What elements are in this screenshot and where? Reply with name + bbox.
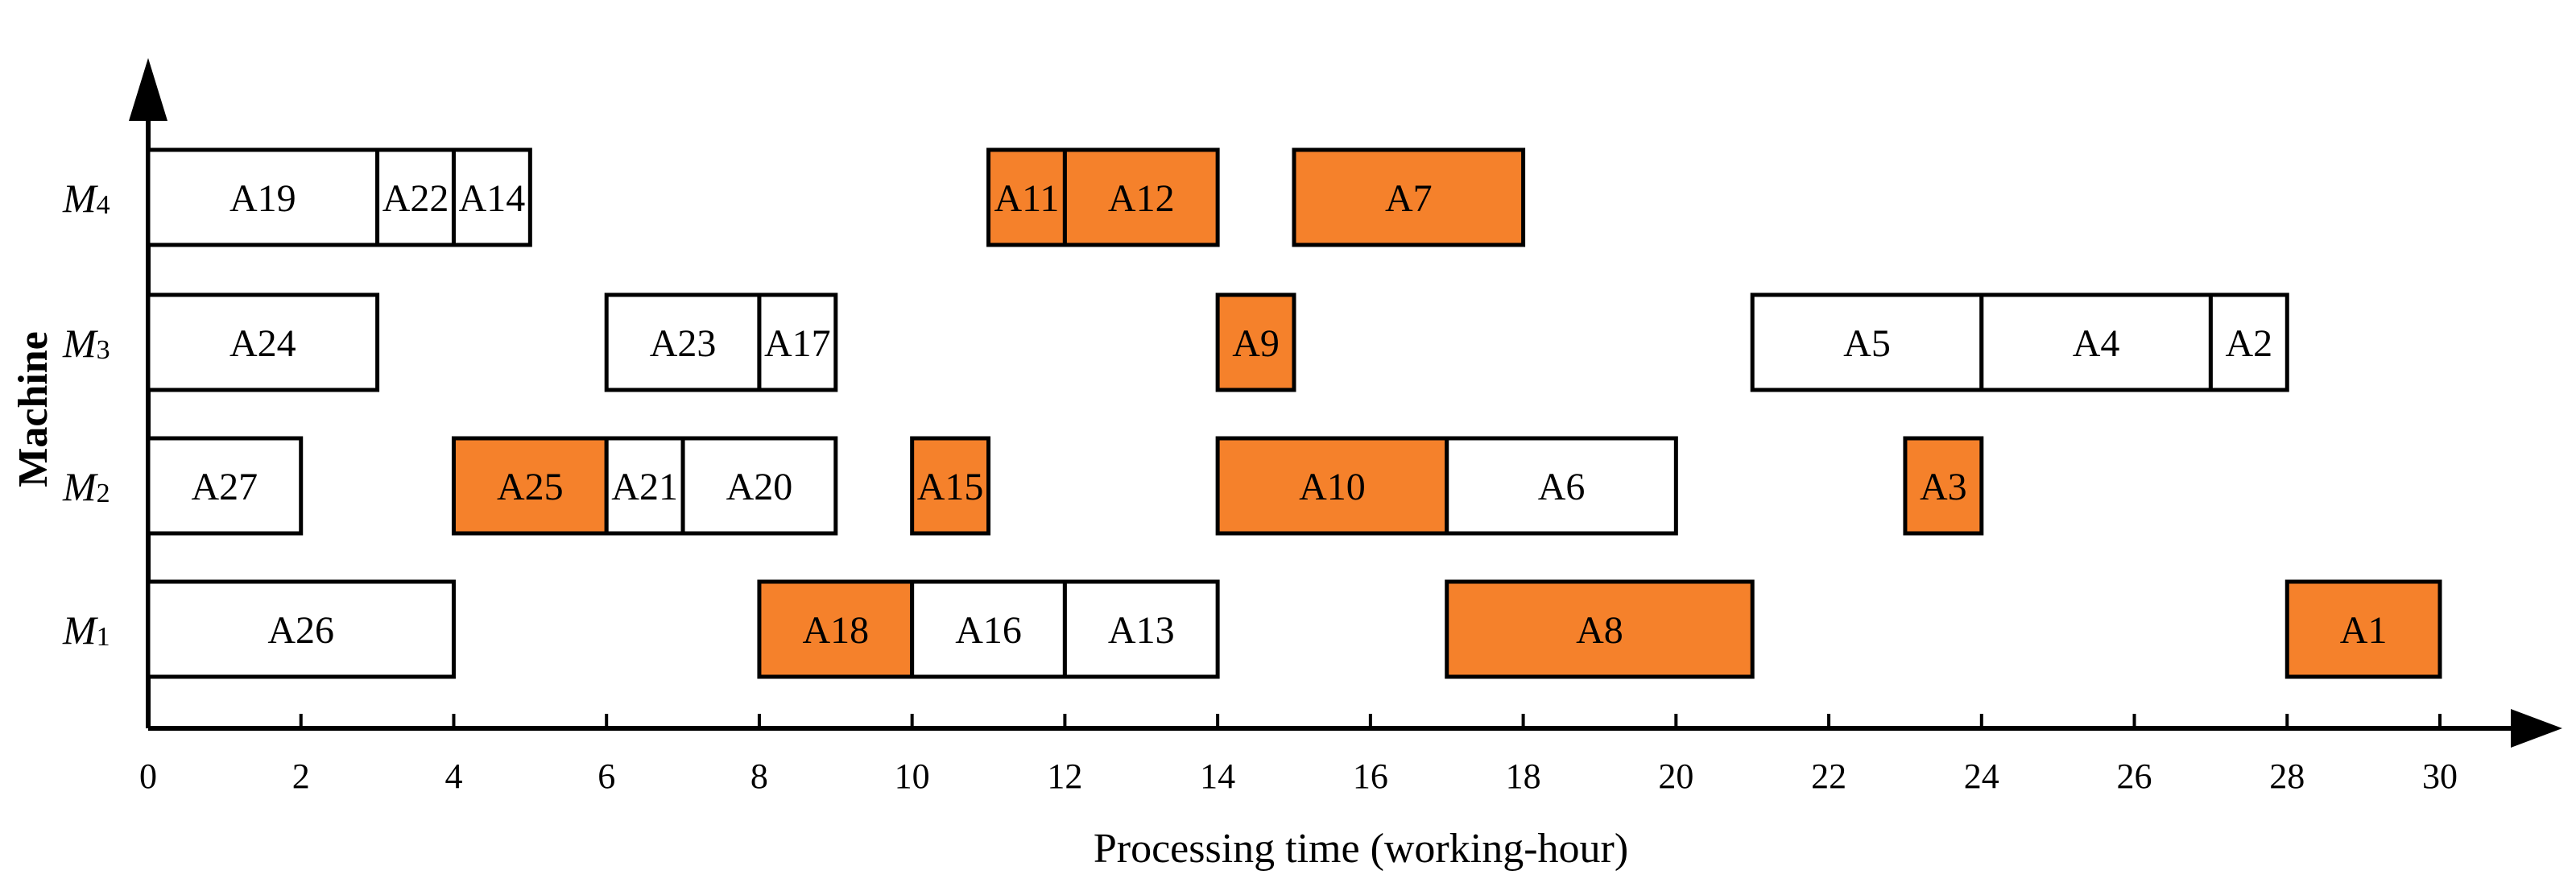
task-bar-a22 <box>375 147 456 247</box>
task-label-a2: A2 <box>2225 322 2272 365</box>
task-label-a24: A24 <box>229 322 296 365</box>
x-tick-label: 16 <box>1353 757 1388 796</box>
task-bar-a20 <box>680 436 838 536</box>
task-label-a12: A12 <box>1108 177 1175 220</box>
task-label-a14: A14 <box>459 177 526 220</box>
task-label-a13: A13 <box>1108 609 1175 652</box>
task-label-a20: A20 <box>726 466 793 508</box>
machine-letter: M <box>62 607 98 653</box>
task-label-a17: A17 <box>764 322 831 365</box>
x-tick-label: 0 <box>139 757 157 796</box>
task-label-a22: A22 <box>382 177 449 220</box>
x-tick-label: 4 <box>444 757 462 796</box>
task-bar-a6 <box>1445 436 1678 536</box>
x-tick-label: 8 <box>750 757 768 796</box>
task-bar-a12 <box>1062 147 1220 247</box>
task-bar-group: A19 A22 A14 A11 A12 A7 A24 A23 A17 A9 A5 A4 A2 A27 A25… <box>146 147 2442 679</box>
machine-subscript: 3 <box>97 335 110 365</box>
x-tick-label: 6 <box>597 757 615 796</box>
machine-subscript: 1 <box>97 622 110 652</box>
machine-letter: M <box>62 321 98 366</box>
x-tick-label: 14 <box>1200 757 1235 796</box>
task-label-a9: A9 <box>1232 322 1280 365</box>
y-axis-arrow <box>129 58 167 121</box>
task-label-a25: A25 <box>497 466 564 508</box>
task-label-a23: A23 <box>650 322 717 365</box>
task-label-a21: A21 <box>611 466 678 508</box>
task-label-a7: A7 <box>1385 177 1433 220</box>
x-tick-label: 20 <box>1658 757 1693 796</box>
task-label-a16: A16 <box>955 609 1022 652</box>
task-label-a18: A18 <box>802 609 869 652</box>
x-axis-arrow <box>2511 709 2562 748</box>
task-label-a11: A11 <box>994 177 1060 220</box>
task-bar-a16 <box>910 579 1067 679</box>
x-tick-label: 30 <box>2422 757 2458 796</box>
task-bar-a15 <box>910 436 991 536</box>
task-bar-a5 <box>1750 292 1984 392</box>
machine-subscript: 2 <box>97 479 110 508</box>
x-tick-label: 22 <box>1811 757 1846 796</box>
x-tick-label: 28 <box>2269 757 2305 796</box>
task-bar-a24 <box>146 292 380 392</box>
machine-letter: M <box>62 176 98 221</box>
task-label-a27: A27 <box>192 466 258 508</box>
task-label-a4: A4 <box>2073 322 2120 365</box>
x-tick-label: 10 <box>895 757 930 796</box>
task-label-a26: A26 <box>267 609 334 652</box>
machine-label-m3: M3 <box>62 321 110 366</box>
task-label-a15: A15 <box>917 466 984 508</box>
task-bar-a1 <box>2284 579 2442 679</box>
task-bar-a27 <box>146 436 304 536</box>
task-label-a10: A10 <box>1299 466 1366 508</box>
task-label-a1: A1 <box>2340 609 2388 652</box>
machine-subscript: 4 <box>97 190 110 220</box>
task-label-a5: A5 <box>1843 322 1891 365</box>
machine-label-m4: M4 <box>62 176 110 221</box>
task-bar-a8 <box>1445 579 1755 679</box>
machine-label-m1: M1 <box>62 607 110 653</box>
machine-label-m2: M2 <box>62 464 110 509</box>
machine-letter: M <box>62 464 98 509</box>
x-tick-label: 26 <box>2117 757 2152 796</box>
task-bar-a23 <box>604 292 762 392</box>
task-bar-a14 <box>451 147 532 247</box>
x-axis-title: Processing time (working-hour) <box>1094 826 1628 872</box>
task-bar-a26 <box>146 579 456 679</box>
task-bar-a9 <box>1215 292 1296 392</box>
x-tick-label: 24 <box>1964 757 1999 796</box>
x-tick-label: 18 <box>1506 757 1541 796</box>
task-bar-a7 <box>1292 147 1526 247</box>
task-bar-a2 <box>2208 292 2289 392</box>
x-tick-group: 0 2 4 6 8 10 12 14 16 18 20 22 24 26 28 30 <box>139 714 2458 796</box>
task-bar-a11 <box>986 147 1067 247</box>
task-label-a3: A3 <box>1920 466 1967 508</box>
task-bar-a19 <box>146 147 380 247</box>
x-tick-label: 2 <box>292 757 310 796</box>
x-tick-label: 12 <box>1047 757 1082 796</box>
task-bar-a13 <box>1062 579 1220 679</box>
task-bar-a17 <box>757 292 838 392</box>
task-label-a8: A8 <box>1576 609 1623 652</box>
y-axis-title: Machine <box>10 331 56 487</box>
task-bar-a4 <box>1979 292 2213 392</box>
task-bar-a3 <box>1903 436 1984 536</box>
task-label-a19: A19 <box>229 177 296 220</box>
task-bar-a21 <box>604 436 685 536</box>
task-label-a6: A6 <box>1538 466 1586 508</box>
